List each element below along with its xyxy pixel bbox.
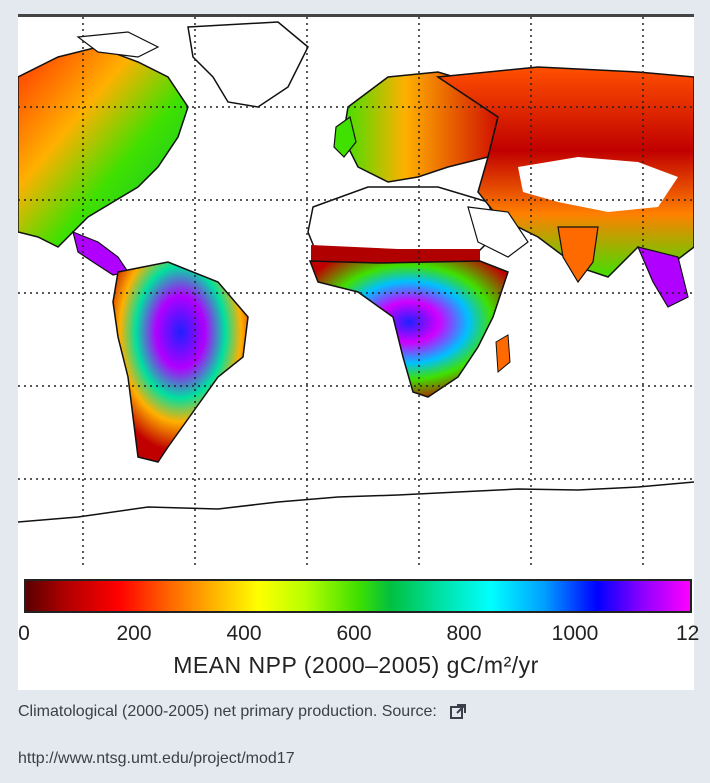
central-asia-desert xyxy=(518,157,678,212)
greenland-landmass xyxy=(187,21,309,108)
npp-colorbar xyxy=(24,579,692,613)
colorbar-label: MEAN NPP (2000–2005) gC/m²/yr xyxy=(173,652,539,678)
world-npp-map xyxy=(18,14,694,569)
europe-landmass xyxy=(342,71,499,183)
colorbar-tick-1000: 1000 xyxy=(551,622,599,645)
indian-subcontinent xyxy=(557,226,599,284)
colorbar-tick-0: 0 xyxy=(18,622,30,645)
south-america-landmass xyxy=(112,261,249,463)
antarctica-outline xyxy=(18,481,694,523)
arctic-islands xyxy=(76,31,160,58)
arabian-peninsula xyxy=(467,206,529,258)
british-isles xyxy=(333,115,357,158)
madagascar xyxy=(495,334,511,374)
africa-landmass xyxy=(308,260,509,398)
external-link-icon[interactable] xyxy=(449,703,467,721)
colorbar-tick-1200: 1200 xyxy=(676,622,700,645)
colorbar-tick-400: 400 xyxy=(226,622,262,645)
north-america-landmass xyxy=(18,46,189,248)
npp-figure: 0 200 400 600 800 1000 1200 MEAN NPP (20… xyxy=(18,14,700,690)
central-america-landmass xyxy=(72,231,129,276)
map-gridlines xyxy=(18,17,694,569)
southeast-asia xyxy=(636,246,689,308)
colorbar-tick-800: 800 xyxy=(446,622,482,645)
colorbar-tick-200: 200 xyxy=(116,622,152,645)
world-map-graphic xyxy=(18,17,694,569)
figure-caption: Climatological (2000-2005) net primary p… xyxy=(18,703,467,721)
caption-text: Climatological (2000-2005) net primary p… xyxy=(18,703,437,720)
source-url-link[interactable]: http://www.ntsg.umt.edu/project/mod17 xyxy=(18,750,295,767)
sahel-band xyxy=(311,245,480,263)
colorbar-tick-600: 600 xyxy=(336,622,372,645)
